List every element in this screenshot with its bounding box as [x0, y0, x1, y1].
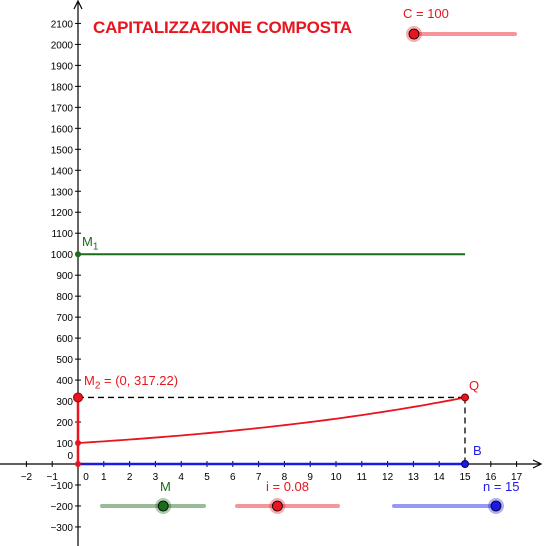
y-tick-label: 1600	[51, 124, 74, 135]
x-tick-label: 11	[357, 472, 368, 483]
y-tick-label: −200	[50, 502, 73, 513]
x-tick-label: 0	[83, 472, 89, 483]
point-q	[461, 393, 469, 402]
y-tick-label: 2000	[51, 40, 74, 51]
x-tick-label: 7	[256, 472, 262, 483]
y-tick-label: 200	[56, 418, 73, 429]
y-tick-label: 1200	[51, 208, 74, 219]
x-tick-label: 14	[434, 472, 446, 483]
point-start	[75, 440, 81, 447]
point-origin	[75, 461, 81, 467]
y-tick-label: −300	[50, 523, 73, 534]
x-tick-label: 2	[127, 472, 133, 483]
capital-curve	[77, 396, 466, 444]
slider-n-knob[interactable]	[490, 500, 502, 512]
x-tick-label: −2	[21, 472, 33, 483]
slider-n-label: n = 15	[483, 479, 520, 494]
x-tick-label: 13	[408, 472, 420, 483]
x-tick-label: 10	[330, 472, 342, 483]
y-tick-label: 900	[56, 271, 73, 282]
point-b	[461, 460, 469, 468]
point-b-label: B	[473, 443, 482, 458]
y-tick-label: −100	[50, 481, 73, 492]
y-tick-label: 1000	[51, 250, 74, 261]
slider-c-knob[interactable]	[408, 28, 420, 40]
slider-i-knob[interactable]	[271, 500, 283, 512]
point-m2	[73, 392, 83, 403]
x-tick-label: 3	[153, 472, 159, 483]
x-tick-label: 1	[101, 472, 107, 483]
x-tick-label: 6	[230, 472, 236, 483]
slider-i-label: i = 0.08	[266, 479, 310, 494]
point-m2-label: M2 = (0, 317.22)	[84, 373, 179, 392]
y-tick-label: 1300	[51, 187, 74, 198]
y-tick-label: 600	[56, 334, 73, 345]
y-tick-label: 0	[67, 451, 73, 462]
y-tick-label: 400	[56, 376, 73, 387]
x-axis-arrow	[532, 459, 543, 469]
y-tick-label: 100	[56, 439, 73, 450]
x-tick-label: 15	[459, 472, 471, 483]
point-m1	[75, 251, 81, 258]
y-axis-arrow	[73, 0, 83, 10]
x-tick-label: 9	[307, 472, 313, 483]
slider-m-label: M	[160, 479, 171, 494]
y-tick-label: 500	[56, 355, 73, 366]
x-tick-label: 17	[511, 472, 523, 483]
x-tick-label: 16	[485, 472, 497, 483]
page-title: CAPITALIZZAZIONE COMPOSTA	[93, 18, 352, 37]
slider-m-knob[interactable]	[157, 500, 169, 512]
point-q-label: Q	[469, 378, 480, 393]
y-tick-label: 700	[56, 313, 73, 324]
y-tick-label: 1800	[51, 82, 74, 93]
y-tick-label: 1500	[51, 145, 74, 156]
x-tick-label: 4	[178, 472, 184, 483]
point-m1-label: M1	[82, 234, 99, 253]
y-tick-label: 800	[56, 292, 73, 303]
x-tick-label: −1	[46, 472, 58, 483]
x-tick-label: 5	[204, 472, 210, 483]
y-tick-label: 2100	[51, 19, 74, 30]
y-tick-label: 1700	[51, 103, 74, 114]
y-tick-label: 300	[56, 397, 73, 408]
y-tick-label: 1100	[51, 229, 73, 240]
y-tick-label: 1400	[51, 166, 74, 177]
x-tick-label: 8	[282, 472, 288, 483]
y-tick-label: 1900	[51, 61, 74, 72]
slider-c-label: C = 100	[403, 6, 449, 21]
x-tick-label: 12	[382, 472, 394, 483]
